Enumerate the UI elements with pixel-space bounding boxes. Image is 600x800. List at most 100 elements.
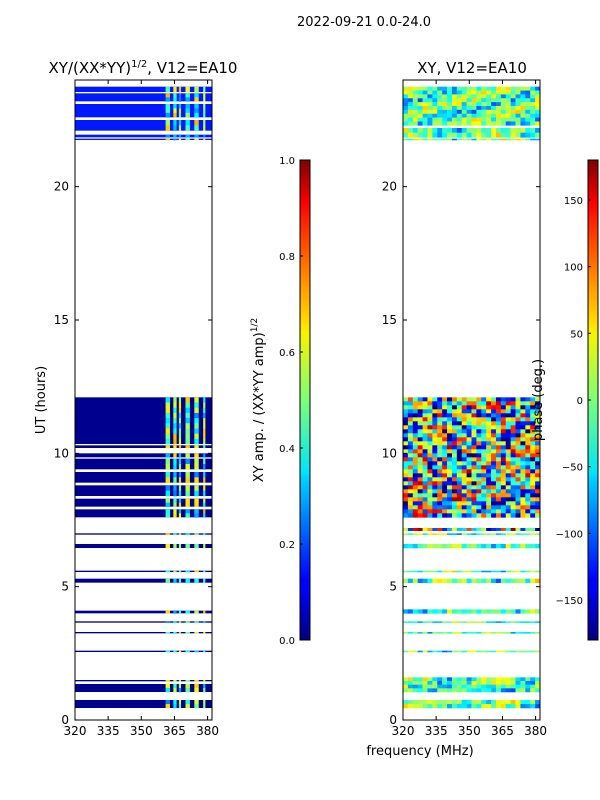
phase-cell <box>456 417 463 422</box>
amplitude-cell <box>165 138 171 141</box>
phase-cell <box>525 425 531 430</box>
phase-cell <box>510 700 516 705</box>
phase-cell <box>447 113 453 118</box>
phase-cell <box>442 90 448 95</box>
phase-cell <box>500 425 507 430</box>
phase-cell <box>422 449 428 454</box>
amplitude-cell <box>178 490 182 497</box>
phase-cell <box>476 117 482 122</box>
phase-cell <box>530 681 536 685</box>
y-tick-label: 0 <box>61 713 69 727</box>
phase-cell <box>447 497 453 502</box>
phase-cell <box>510 425 516 430</box>
amplitude-cell <box>194 477 199 483</box>
phase-cell <box>510 94 516 99</box>
phase-cell <box>437 501 443 506</box>
phase-cell <box>422 469 428 474</box>
phase-cell <box>510 609 516 614</box>
phase-cell <box>466 417 472 422</box>
phase-cell <box>481 578 487 583</box>
phase-cell <box>471 505 477 510</box>
phase-cell <box>451 493 458 498</box>
phase-cell <box>486 421 492 426</box>
phase-cell <box>481 128 487 133</box>
phase-cell <box>476 477 482 482</box>
phase-cell <box>442 441 448 446</box>
phase-cell <box>461 132 467 138</box>
phase-cell <box>525 650 531 653</box>
phase-cell <box>500 98 507 103</box>
phase-cell <box>427 445 433 450</box>
phase-cell <box>466 109 472 115</box>
phase-cell <box>535 461 541 466</box>
phase-cell <box>535 513 541 518</box>
phase-cell <box>471 102 477 107</box>
phase-cell <box>451 621 458 623</box>
phase-cell <box>505 677 511 682</box>
phase-cell <box>481 489 487 494</box>
amplitude-cell <box>185 407 190 414</box>
amplitude-cell <box>185 472 190 478</box>
amplitude-band <box>75 621 212 623</box>
phase-cell <box>476 109 482 115</box>
phase-cell <box>481 501 487 506</box>
amplitude-cell <box>165 502 171 507</box>
phase-cell <box>417 473 423 478</box>
amplitude-cell <box>173 498 177 503</box>
phase-cell <box>403 473 409 478</box>
phase-cell <box>417 417 423 422</box>
amplitude-cell <box>194 412 199 419</box>
phase-cell <box>437 102 443 107</box>
phase-cell <box>515 113 521 118</box>
phase-cell <box>442 469 448 474</box>
phase-cell <box>491 677 497 682</box>
phase-cell <box>500 681 507 685</box>
phase-cell <box>525 397 531 402</box>
phase-cell <box>451 461 458 466</box>
phase-cell <box>403 513 409 518</box>
phase-cell <box>427 437 433 442</box>
phase-cell <box>510 681 516 685</box>
phase-cell <box>407 544 414 549</box>
amplitude-cell <box>173 86 177 93</box>
amplitude-cell <box>185 445 190 449</box>
phase-cell <box>422 397 428 402</box>
amplitude-cell <box>165 544 171 549</box>
phase-cell <box>412 449 418 454</box>
phase-cell <box>530 453 536 458</box>
phase-cell <box>476 437 482 442</box>
phase-cell <box>495 632 502 634</box>
phase-cell <box>500 481 507 486</box>
phase-cell <box>530 489 536 494</box>
phase-cell <box>486 481 492 486</box>
amplitude-colorbar: 0.00.20.40.60.81.0 XY amp. / (XX*YY amp)… <box>250 156 311 647</box>
phase-cell <box>412 453 418 458</box>
phase-cell <box>437 513 443 518</box>
phase-cell <box>491 509 497 514</box>
phase-cell <box>471 109 477 115</box>
phase-cell <box>442 132 448 138</box>
phase-cell <box>505 700 511 705</box>
phase-cell <box>486 138 492 141</box>
phase-cell <box>476 94 482 99</box>
phase-cell <box>530 421 536 426</box>
phase-cell <box>495 405 502 410</box>
phase-cell <box>412 681 418 685</box>
phase-cell <box>403 113 409 118</box>
phase-cell <box>476 445 482 450</box>
phase-cell <box>407 621 414 623</box>
phase-cell <box>412 441 418 446</box>
phase-cell <box>481 632 487 634</box>
amplitude-cell <box>203 433 206 440</box>
phase-cell <box>491 409 497 414</box>
phase-cell <box>437 132 443 138</box>
phase-cell <box>486 632 492 634</box>
phase-cell <box>491 121 497 126</box>
phase-cell <box>427 409 433 414</box>
phase-cell <box>456 397 463 402</box>
phase-cell <box>530 570 536 573</box>
phase-cell <box>481 121 487 126</box>
phase-cell <box>432 109 438 115</box>
phase-cell <box>437 417 443 422</box>
phase-cell <box>466 128 472 133</box>
